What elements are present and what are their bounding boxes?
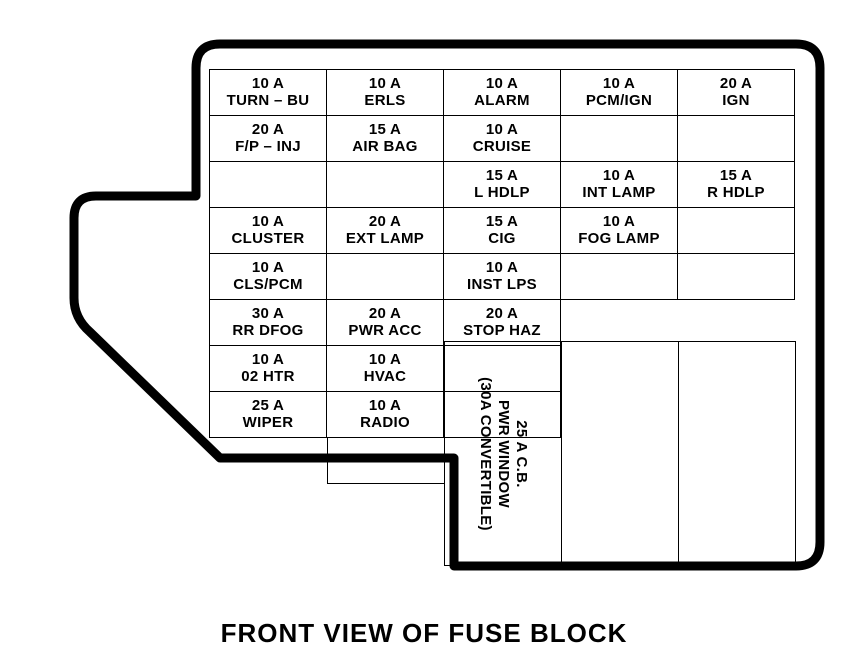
- fuse-cell: 10 A02 HTR: [209, 345, 327, 392]
- fuse-amps: 10 A: [603, 168, 635, 185]
- fuse-cell: 10 APCM/IGN: [560, 69, 678, 116]
- fuse-cell: 20 AEXT LAMP: [326, 207, 444, 254]
- fuse-amps: 10 A: [252, 352, 284, 369]
- fuse-amps: 15 A: [720, 168, 752, 185]
- tall-slot-empty: [561, 341, 679, 566]
- fuse-amps: 20 A: [369, 214, 401, 231]
- fuse-amps: 20 A: [486, 306, 518, 323]
- fuse-label: EXT LAMP: [346, 231, 424, 248]
- tall-slot-pwr-window: 25 A C.B. PWR WINDOW (30A CONVERTIBLE): [444, 341, 562, 566]
- fuse-cell: 15 AAIR BAG: [326, 115, 444, 162]
- fuse-cell: 20 AIGN: [677, 69, 795, 116]
- fuse-label: INT LAMP: [582, 185, 655, 202]
- fuse-label: INST LPS: [467, 277, 537, 294]
- fuse-amps: 30 A: [252, 306, 284, 323]
- fuse-amps: 10 A: [369, 76, 401, 93]
- fuse-label: FOG LAMP: [578, 231, 660, 248]
- fuse-label: CLS/PCM: [233, 277, 303, 294]
- fuse-cell: 10 AALARM: [443, 69, 561, 116]
- fuse-amps: 15 A: [369, 122, 401, 139]
- fuse-cell-empty: [326, 161, 444, 208]
- fuse-amps: 15 A: [486, 168, 518, 185]
- fuse-cell: 10 ATURN – BU: [209, 69, 327, 116]
- fuse-amps: 10 A: [252, 260, 284, 277]
- fuse-row: 10 ATURN – BU 10 AERLS 10 AALARM 10 APCM…: [210, 70, 800, 116]
- fuse-cell: 20 AF/P – INJ: [209, 115, 327, 162]
- fuse-amps: 15 A: [486, 214, 518, 231]
- fuse-cell-empty: [560, 253, 678, 300]
- fuse-label: R HDLP: [707, 185, 765, 202]
- fuse-amps: 10 A: [369, 352, 401, 369]
- fuse-cell: 30 ARR DFOG: [209, 299, 327, 346]
- fuse-label: AIR BAG: [352, 139, 417, 156]
- fuse-amps: 10 A: [603, 214, 635, 231]
- fuse-amps: 20 A: [252, 122, 284, 139]
- fuse-label: IGN: [722, 93, 750, 110]
- fuse-amps: 10 A: [486, 76, 518, 93]
- fuse-label: ALARM: [474, 93, 530, 110]
- fuse-cell: 20 ASTOP HAZ: [443, 299, 561, 346]
- fuse-grid: 10 ATURN – BU 10 AERLS 10 AALARM 10 APCM…: [210, 70, 800, 484]
- fuse-cell-empty: [677, 253, 795, 300]
- fuse-cell: 10 AFOG LAMP: [560, 207, 678, 254]
- fuse-label: PWR ACC: [348, 323, 421, 340]
- fuse-label: STOP HAZ: [463, 323, 541, 340]
- fuse-label: CRUISE: [473, 139, 531, 156]
- fuse-row: 30 ARR DFOG 20 APWR ACC 20 ASTOP HAZ: [210, 300, 800, 346]
- fuse-label: HVAC: [364, 369, 407, 386]
- fuse-cell: 10 ACRUISE: [443, 115, 561, 162]
- fuse-label: RR DFOG: [232, 323, 303, 340]
- fuse-amps: 20 A: [720, 76, 752, 93]
- fuse-amps: 20 A: [369, 306, 401, 323]
- fuse-cell: 10 ACLUSTER: [209, 207, 327, 254]
- fuse-label: CLUSTER: [232, 231, 305, 248]
- fuse-label: L HDLP: [474, 185, 530, 202]
- fuse-label: 02 HTR: [241, 369, 294, 386]
- fuse-label: F/P – INJ: [235, 139, 301, 156]
- fuse-cell: 25 AWIPER: [209, 391, 327, 438]
- fuse-label: PCM/IGN: [586, 93, 652, 110]
- fuse-cell: 10 ARADIO: [326, 391, 444, 438]
- fuse-cell: 10 AINST LPS: [443, 253, 561, 300]
- fuse-cell: 15 ACIG: [443, 207, 561, 254]
- fuse-cell-empty: [209, 161, 327, 208]
- fuse-cell: 15 AR HDLP: [677, 161, 795, 208]
- fuse-label: RADIO: [360, 415, 410, 432]
- fuse-row: 15 AL HDLP 10 AINT LAMP 15 AR HDLP: [210, 162, 800, 208]
- fuse-amps: 10 A: [486, 122, 518, 139]
- tall-slot-empty: [678, 341, 796, 566]
- tall-slot-text: 25 A C.B. PWR WINDOW (30A CONVERTIBLE): [476, 377, 530, 531]
- fuse-cell: 15 AL HDLP: [443, 161, 561, 208]
- fuse-row: 10 ACLUSTER 20 AEXT LAMP 15 ACIG 10 AFOG…: [210, 208, 800, 254]
- fuse-amps: 10 A: [486, 260, 518, 277]
- fuse-cell-empty: [327, 437, 445, 484]
- fuse-amps: 10 A: [252, 214, 284, 231]
- fuse-amps: 10 A: [603, 76, 635, 93]
- fuse-amps: 10 A: [369, 398, 401, 415]
- fuse-cell: 10 AINT LAMP: [560, 161, 678, 208]
- diagram-caption: FRONT VIEW OF FUSE BLOCK: [0, 618, 848, 649]
- fuse-cell-empty: [677, 115, 795, 162]
- fuse-label: ERLS: [364, 93, 405, 110]
- fuse-cell: 10 ACLS/PCM: [209, 253, 327, 300]
- fuse-label: WIPER: [243, 415, 294, 432]
- fuse-row: 20 AF/P – INJ 15 AAIR BAG 10 ACRUISE: [210, 116, 800, 162]
- fuse-cell-empty: [326, 253, 444, 300]
- fuse-label: TURN – BU: [227, 93, 310, 110]
- fuse-cell: 10 AHVAC: [326, 345, 444, 392]
- fuse-amps: 10 A: [252, 76, 284, 93]
- fuse-cell: 20 APWR ACC: [326, 299, 444, 346]
- fuse-cell-empty: [677, 207, 795, 254]
- fuse-label: CIG: [488, 231, 516, 248]
- fuse-amps: 25 A: [252, 398, 284, 415]
- fuse-cell-empty: [560, 115, 678, 162]
- fuse-row: 10 ACLS/PCM 10 AINST LPS: [210, 254, 800, 300]
- fuse-cell: 10 AERLS: [326, 69, 444, 116]
